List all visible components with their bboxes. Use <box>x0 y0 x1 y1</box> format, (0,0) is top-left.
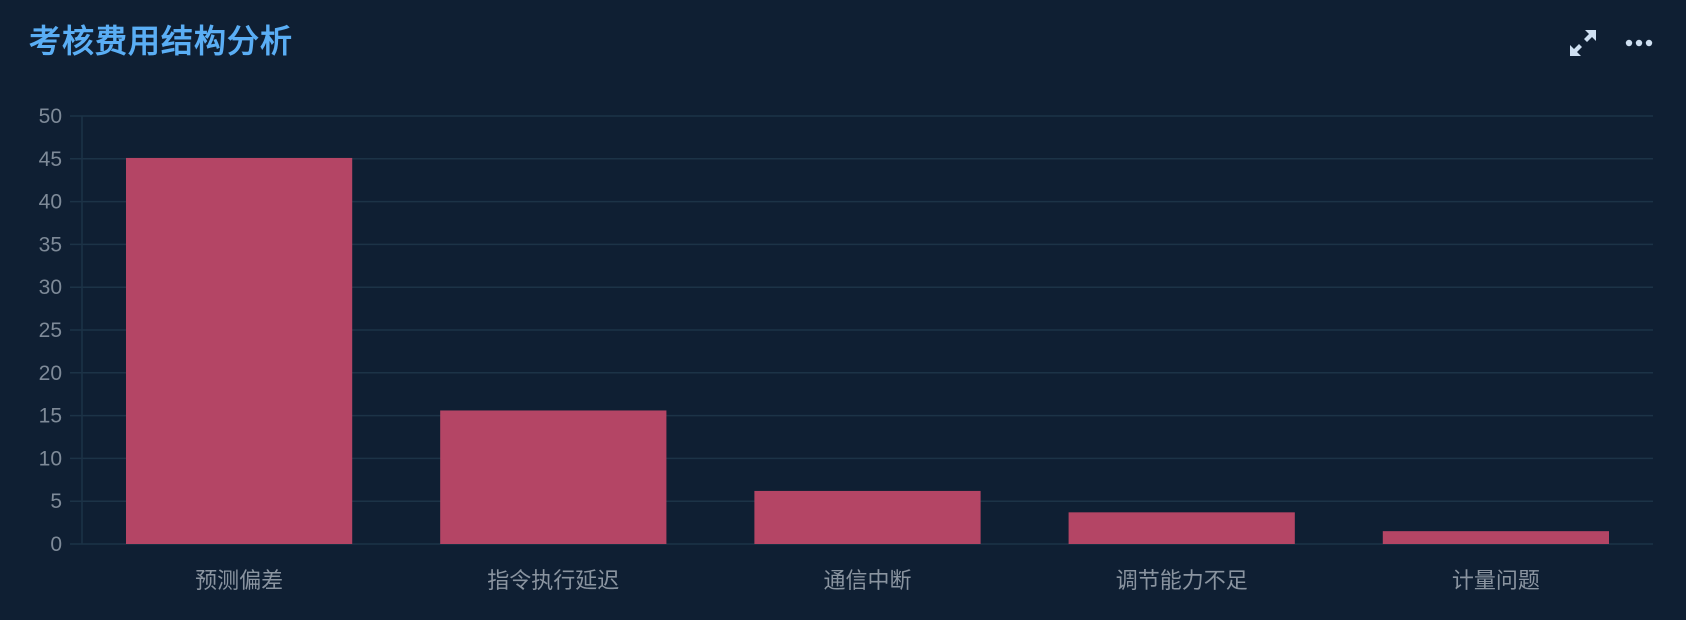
bar[interactable] <box>1382 531 1610 544</box>
y-tick-label: 20 <box>39 362 62 385</box>
more-dots-icon <box>1625 39 1653 47</box>
bar[interactable] <box>754 490 981 544</box>
y-tick-label: 50 <box>39 105 62 128</box>
y-tick-label: 5 <box>50 490 62 513</box>
expand-arrows-icon <box>1570 30 1596 56</box>
chart-title: 考核费用结构分析 <box>29 22 294 60</box>
x-category-label: 指令执行延迟 <box>487 569 619 594</box>
chart-toolbar <box>1566 26 1656 60</box>
y-tick-label: 25 <box>39 319 62 342</box>
expand-button[interactable] <box>1566 26 1600 60</box>
y-tick-label: 35 <box>39 233 62 256</box>
x-category-label: 调节能力不足 <box>1116 569 1248 594</box>
y-tick-label: 0 <box>50 533 62 556</box>
x-category-label: 预测偏差 <box>195 569 283 594</box>
x-category-label: 计量问题 <box>1452 569 1540 594</box>
more-options-button[interactable] <box>1622 26 1656 60</box>
y-tick-label: 10 <box>39 447 62 470</box>
bar[interactable] <box>440 410 667 544</box>
bar[interactable] <box>125 157 353 544</box>
y-tick-label: 45 <box>39 148 62 171</box>
y-tick-label: 30 <box>39 276 62 299</box>
y-tick-label: 15 <box>39 405 62 428</box>
bar[interactable] <box>1068 512 1295 544</box>
x-category-label: 通信中断 <box>823 569 911 594</box>
y-tick-label: 40 <box>39 191 62 214</box>
